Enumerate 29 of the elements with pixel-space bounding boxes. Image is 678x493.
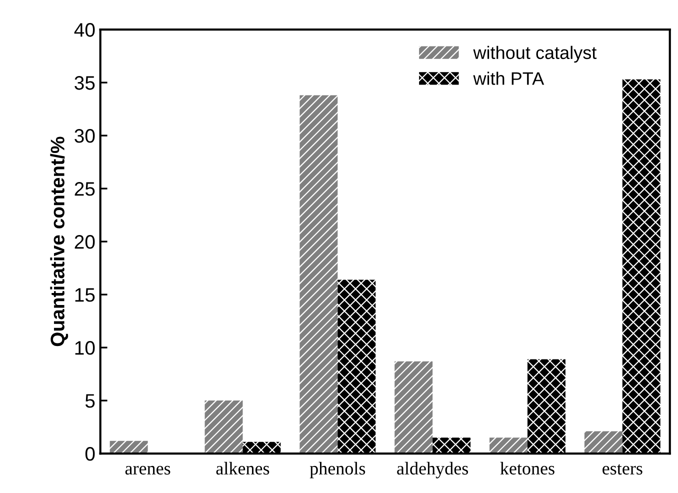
bar [527,359,566,454]
bar [432,438,471,454]
y-tick-label: 40 [74,23,95,37]
legend-label: without catalyst [473,46,597,63]
y-tick-label: 0 [85,447,95,461]
x-tick-label: alkenes [216,462,270,475]
y-tick-label: 10 [75,341,95,355]
y-tick-label: 15 [75,288,95,302]
y-tick-label: 30 [74,129,95,143]
bar [300,95,338,454]
bar [394,361,433,454]
y-axis-title: Quantitative content/% [50,136,68,346]
bar [110,440,148,454]
y-tick-label: 20 [74,235,95,249]
bar [204,400,243,454]
bar [338,280,376,454]
x-tick-label: arenes [125,466,170,475]
x-tick-label: esters [602,464,642,475]
legend-label: with PTA [473,72,544,85]
x-tick-label: ketones [500,462,554,475]
bar [242,442,281,454]
y-tick-label: 25 [74,182,95,196]
y-tick-label: 35 [74,76,95,90]
bar [622,79,660,454]
x-tick-label: phenols [310,462,366,478]
x-tick-label: aldehydes [397,462,468,478]
bar [584,431,622,454]
y-tick-label: 5 [85,394,95,408]
bar [490,438,528,454]
